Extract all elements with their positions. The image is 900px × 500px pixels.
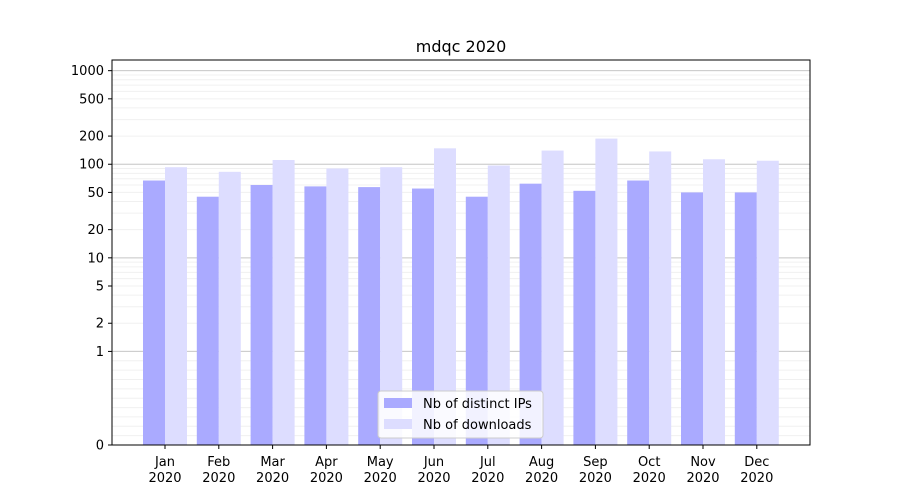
bar-distinct-ips (519, 183, 542, 445)
x-tick-label: Feb 2020 (202, 455, 235, 486)
x-tick-label: Oct 2020 (633, 455, 666, 486)
bar-distinct-ips (573, 190, 596, 445)
bar-downloads (434, 148, 456, 446)
y-tick-label: 100 (79, 158, 104, 173)
y-axis: 0 1 2 5 10 20 50 100 200 500 1000 (71, 64, 112, 454)
x-tick-label: Apr 2020 (310, 455, 343, 486)
bar-downloads (380, 167, 403, 446)
x-tick-label: May 2020 (364, 455, 397, 486)
x-tick-label: Mar 2020 (256, 455, 289, 486)
bar-distinct-ips (196, 196, 219, 445)
x-tick-label: Jun 2020 (417, 455, 450, 486)
y-tick-label: 500 (79, 92, 104, 107)
x-axis: Jan 2020 Feb 2020 Mar 2020 Apr 2020 May 2020 Jun 20… (148, 445, 773, 486)
x-tick-label: Dec 2020 (740, 455, 773, 486)
y-tick-label: 200 (79, 130, 104, 145)
bar-downloads (218, 171, 241, 445)
bar-distinct-ips (465, 196, 488, 445)
y-tick-label: 0 (96, 439, 104, 454)
x-tick-label: Sep 2020 (579, 455, 612, 486)
bar-distinct-ips (304, 186, 327, 445)
y-tick-label: 20 (87, 223, 104, 238)
legend: Nb of distinct IPs Nb of downloads (377, 390, 544, 439)
legend-label-downloads: Nb of downloads (423, 418, 532, 433)
bar-downloads (487, 165, 510, 446)
bar-downloads (595, 138, 618, 445)
bar-downloads (541, 150, 564, 445)
bar-distinct-ips (143, 180, 165, 446)
plot-frame (111, 59, 811, 446)
y-tick-label: 1 (96, 345, 104, 360)
legend-swatch-downloads (384, 419, 412, 429)
bar-distinct-ips (734, 192, 757, 445)
y-tick-label: 2 (96, 317, 104, 332)
bar-distinct-ips (681, 192, 703, 445)
bar-distinct-ips (412, 188, 434, 445)
x-tick-label: Aug 2020 (525, 455, 558, 486)
y-tick-label: 10 (87, 251, 104, 266)
bar-downloads (703, 159, 725, 446)
bars-group (143, 138, 779, 446)
y-tick-label: 1000 (71, 64, 104, 79)
x-tick-label: Jul 2020 (471, 455, 504, 486)
bar-downloads (756, 160, 779, 446)
bar-downloads (326, 168, 349, 445)
legend-label-distinct-ips: Nb of distinct IPs (423, 397, 532, 412)
bar-distinct-ips (250, 185, 273, 445)
x-tick-label: Nov 2020 (686, 455, 719, 486)
x-tick-label: Jan 2020 (148, 455, 181, 486)
bar-downloads (165, 167, 187, 446)
bar-downloads (272, 160, 295, 445)
bar-distinct-ips (627, 180, 650, 446)
bar-downloads (649, 151, 672, 446)
y-tick-label: 50 (87, 186, 104, 201)
chart-title: mdqc 2020 (416, 37, 507, 56)
y-tick-label: 5 (96, 280, 104, 295)
legend-box (377, 390, 544, 439)
bar-distinct-ips (358, 187, 381, 445)
legend-swatch-distinct-ips (384, 398, 412, 408)
